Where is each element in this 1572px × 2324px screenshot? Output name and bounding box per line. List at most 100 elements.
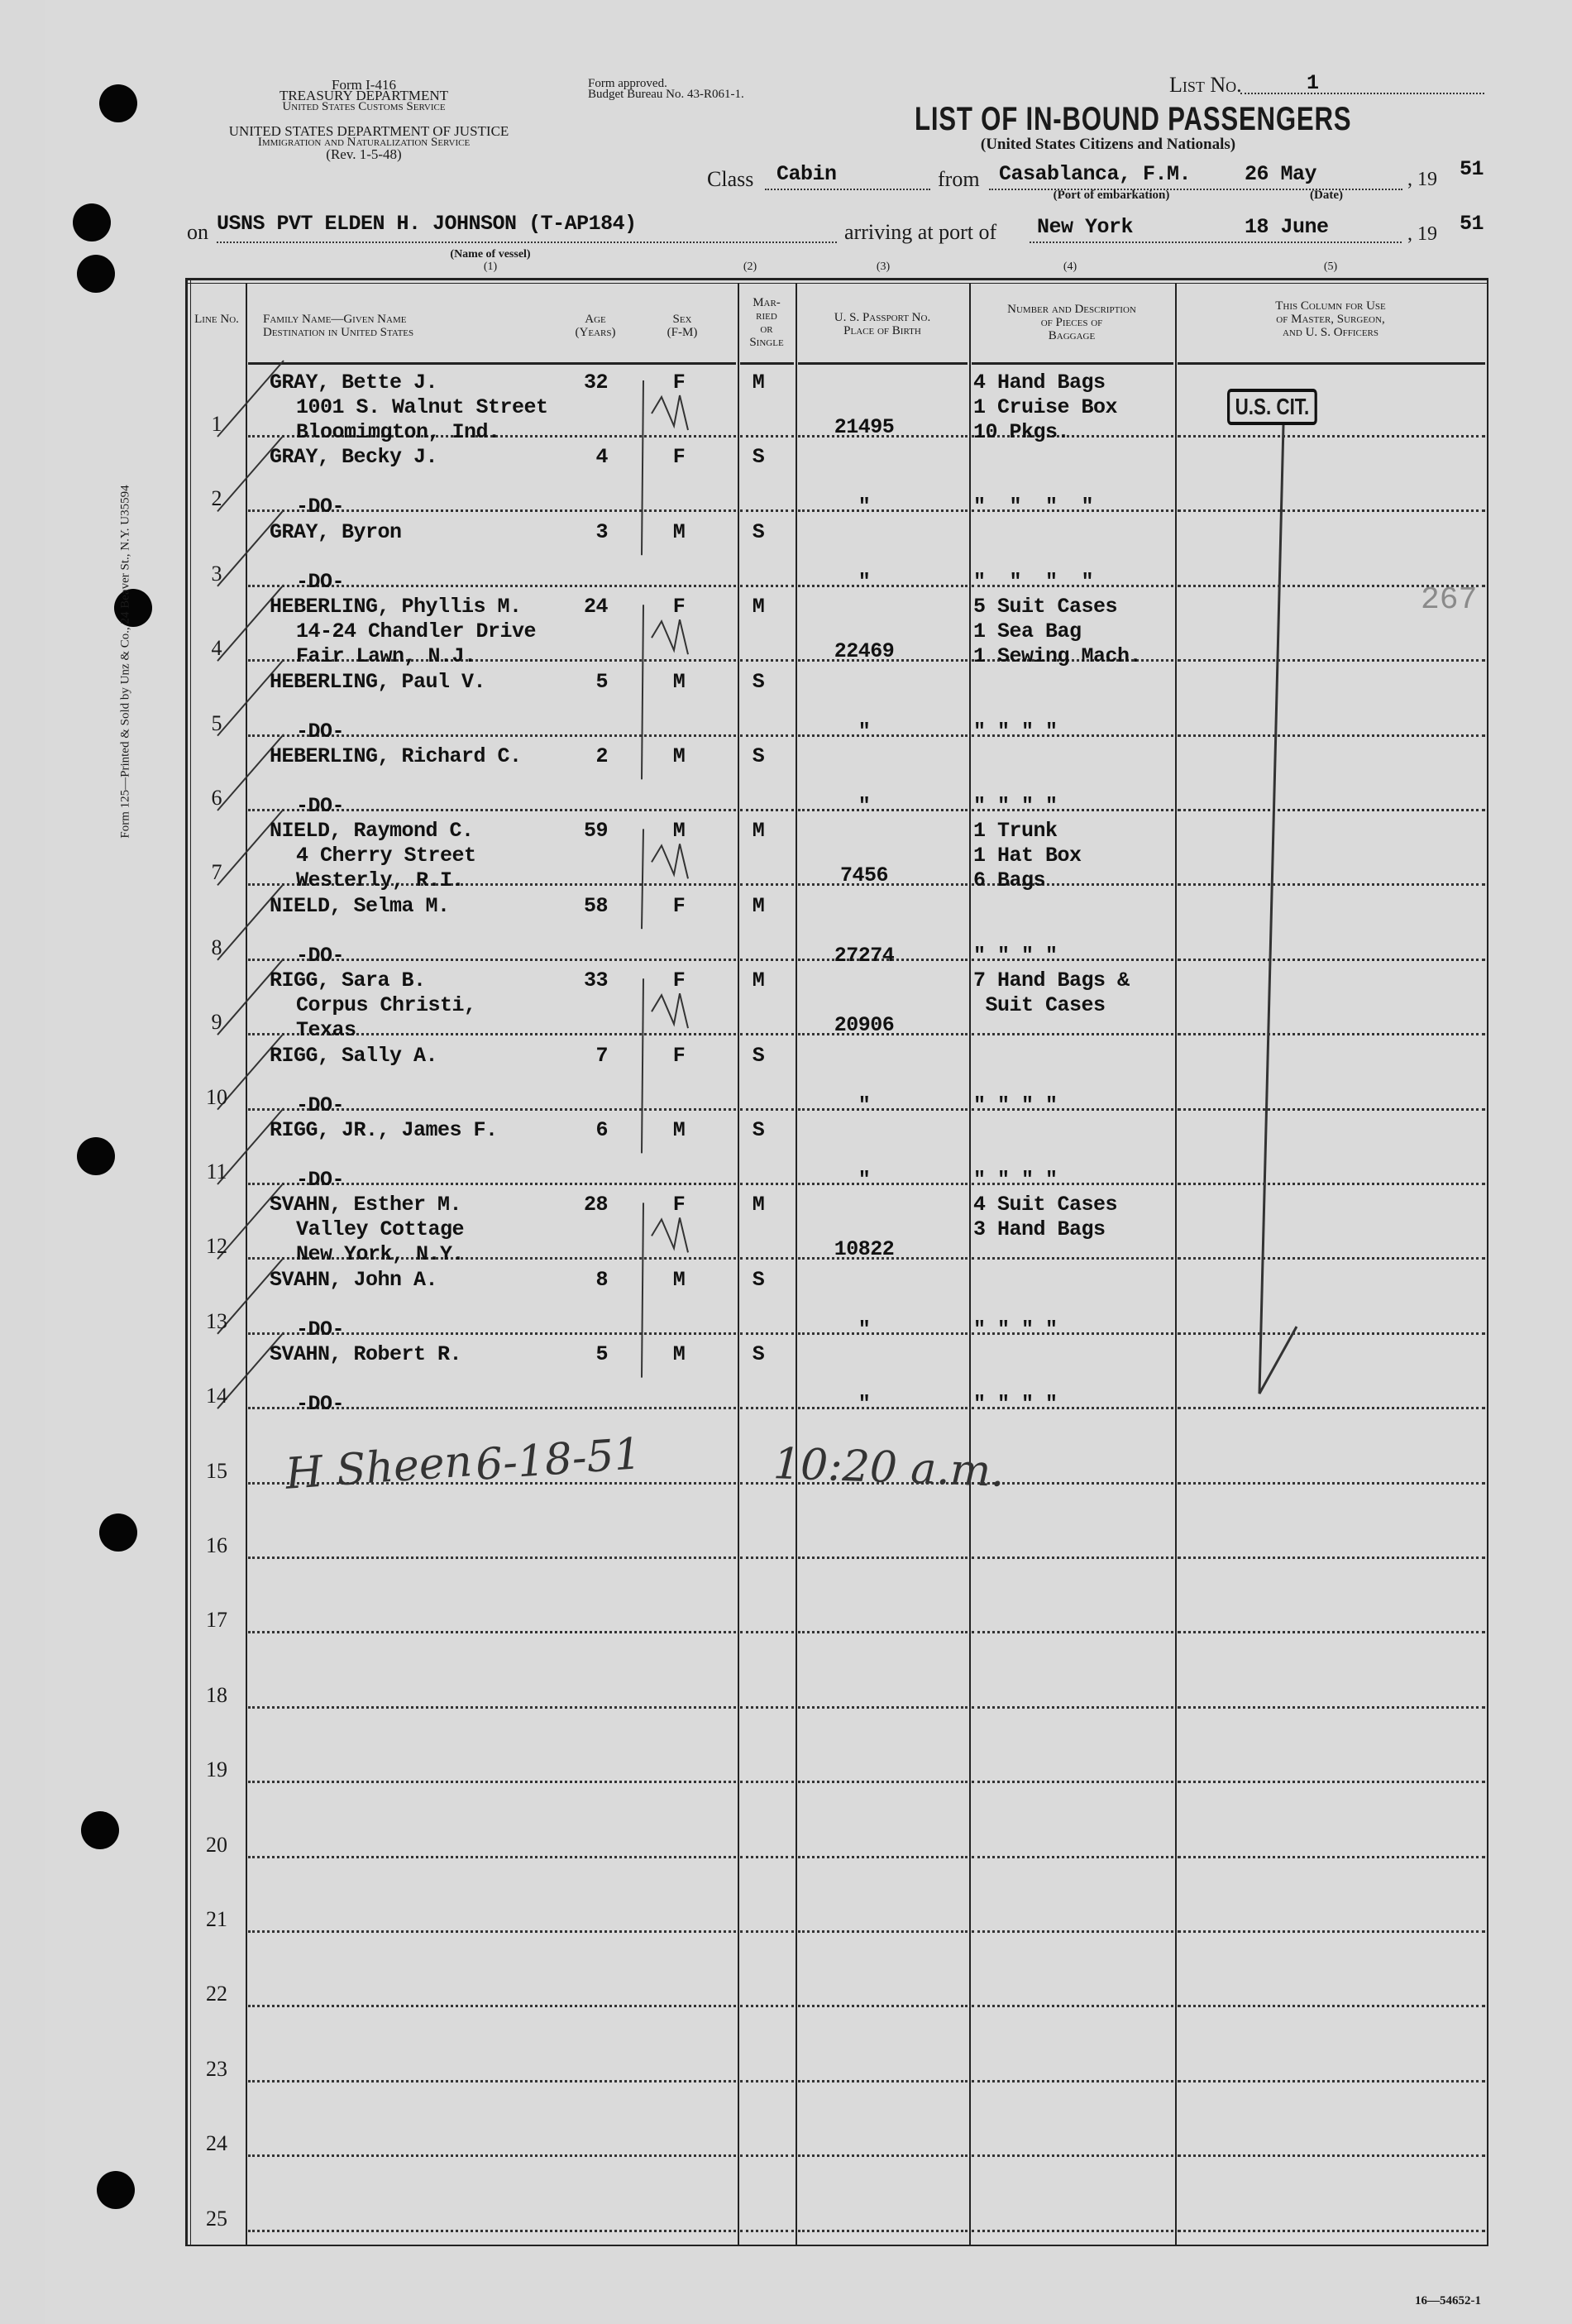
line-number: 7 [211, 860, 222, 885]
header-baggage-text: Number and Description [1007, 303, 1136, 316]
baggage-line: Suit Cases [973, 993, 1106, 1018]
departure-year-prefix: , 19 [1407, 169, 1437, 190]
age-value: 5 [595, 1342, 608, 1367]
arriving-label: arriving at port of [844, 220, 997, 244]
row-dotted-rule [1178, 1481, 1485, 1485]
line-number: 23 [206, 2056, 227, 2081]
binder-hole [73, 203, 111, 241]
passport-number: " [858, 794, 871, 818]
baggage-line: 1 Sewing Mach. [973, 644, 1142, 669]
row-dotted-rule [1178, 1781, 1485, 1784]
row-dotted-rule [740, 2005, 794, 2008]
row-dotted-rule [798, 584, 968, 587]
row-dotted-rule [798, 1930, 968, 1933]
passport-number: 21495 [834, 415, 895, 439]
passenger-name: HEBERLING, Phyllis M. [270, 595, 522, 619]
line-number: 18 [206, 1682, 227, 1707]
marital-status: M [752, 1193, 765, 1217]
row-dotted-rule [798, 1183, 968, 1185]
passenger-name: RIGG, Sara B. [270, 968, 426, 993]
row-dotted-rule [972, 809, 1173, 811]
row-dotted-rule [972, 1481, 1173, 1485]
passenger-name: SVAHN, Esther M. [270, 1193, 462, 1217]
passport-number: 7456 [839, 863, 889, 888]
row-dotted-rule [972, 1705, 1173, 1709]
list-no-label: List No. [1169, 73, 1242, 97]
binder-hole [81, 1811, 119, 1849]
table-left-border [190, 278, 191, 2246]
header-age-unit: (Years) [575, 326, 616, 339]
row-dotted-rule [972, 509, 1173, 513]
row-dotted-rule [248, 509, 736, 513]
marital-status: S [752, 1043, 765, 1068]
row-dotted-rule [248, 1557, 736, 1559]
header-birthplace-text: Place of Birth [843, 324, 921, 337]
marital-status: M [752, 595, 765, 619]
row-dotted-rule [1178, 435, 1485, 438]
row-dotted-rule [740, 1407, 794, 1410]
baggage-line: 7 Hand Bags & [973, 968, 1130, 993]
age-value: 3 [595, 519, 608, 544]
header-married: Mar- ried or Single [749, 296, 783, 349]
marital-status: M [752, 968, 765, 993]
destination-line: Westerly, R.I. [296, 868, 465, 893]
side-imprint: Form 125—Printed & Sold by Unz & Co., 24… [118, 485, 132, 839]
line-number: 19 [206, 1757, 227, 1782]
departure-year: 51 [1460, 157, 1484, 181]
destination-line: 14-24 Chandler Drive [296, 619, 537, 644]
header-baggage: Number and Description of Pieces of Bagg… [1007, 303, 1136, 342]
passport-number: 22469 [834, 639, 895, 664]
row-dotted-rule [740, 1631, 794, 1634]
age-value: 8 [595, 1267, 608, 1292]
row-dotted-rule [248, 1705, 736, 1709]
header-age-text: Age [585, 313, 606, 326]
header-officers: This Column for Use of Master, Surgeon, … [1275, 299, 1386, 339]
row-dotted-rule [972, 1631, 1173, 1634]
page-number-stamp: 267 [1421, 582, 1478, 618]
row-dotted-rule [1178, 1107, 1485, 1111]
table-bottom-rule [187, 2245, 1488, 2246]
passenger-name: HEBERLING, Paul V. [270, 669, 486, 694]
line-number: 15 [206, 1458, 227, 1483]
age-value: 24 [583, 595, 609, 619]
row-dotted-rule [740, 584, 794, 587]
marital-status: S [752, 519, 765, 544]
row-dotted-rule [972, 1407, 1173, 1410]
passport-number: " [858, 495, 871, 519]
line-number: 13 [206, 1308, 227, 1333]
from-label: from [938, 167, 980, 191]
line-number: 2 [211, 486, 222, 511]
row-dotted-rule [972, 883, 1173, 887]
row-dotted-rule [1178, 2005, 1485, 2008]
sex-value: F [672, 595, 686, 619]
row-dotted-rule [740, 2154, 794, 2158]
row-dotted-rule [798, 435, 968, 438]
port-of-embarkation: Casablanca, F.M. [999, 162, 1192, 186]
header-officers-text: of Master, Surgeon, [1276, 313, 1385, 326]
row-dotted-rule [798, 1481, 968, 1485]
row-dotted-rule [740, 1557, 794, 1559]
row-dotted-rule [1178, 2229, 1485, 2232]
row-dotted-rule [972, 1257, 1173, 1260]
passport-number: " [858, 1392, 871, 1417]
port-dots [989, 189, 1402, 190]
destination-line: -DO- [296, 495, 345, 519]
row-dotted-rule [972, 1855, 1173, 1858]
line-number: 3 [211, 561, 222, 586]
baggage-line: 1 Cruise Box [973, 395, 1118, 419]
sex-value: F [672, 968, 686, 993]
us-citizen-stamp: U.S. CIT. [1227, 389, 1317, 425]
header-officers-text: This Column for Use [1275, 299, 1386, 313]
binder-hole [114, 589, 152, 627]
header-sex-text: Sex [672, 313, 692, 326]
list-no-value: 1 [1307, 71, 1319, 95]
row-dotted-rule [740, 435, 794, 438]
row-dotted-rule [798, 2005, 968, 2008]
row-dotted-rule [740, 1481, 794, 1485]
row-dotted-rule [248, 2229, 736, 2232]
row-dotted-rule [972, 958, 1173, 961]
table-top-rule [187, 278, 1488, 280]
arrival-date: 18 June [1245, 215, 1329, 239]
line-number: 11 [206, 1160, 227, 1184]
col-number-2: (2) [743, 261, 757, 273]
